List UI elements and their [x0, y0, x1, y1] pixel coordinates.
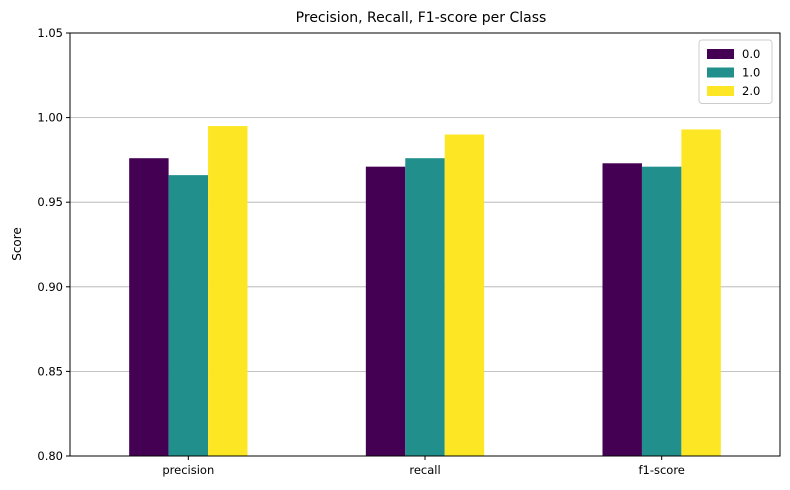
bar-precision-0.0: [129, 158, 169, 456]
x-tick-label: recall: [409, 463, 440, 477]
legend-label: 2.0: [742, 84, 760, 98]
x-axis-ticks: precision recall f1-score: [162, 456, 685, 477]
y-axis-label: Score: [10, 227, 24, 261]
bars: [129, 126, 721, 457]
bar-recall-0.0: [365, 166, 406, 456]
x-tick-label: f1-score: [638, 463, 684, 477]
legend-label: 0.0: [742, 47, 760, 61]
chart-title: Precision, Recall, F1-score per Class: [296, 10, 547, 26]
y-tick-label: 0.95: [37, 195, 63, 209]
y-axis-ticks: 0.80 0.85 0.90 0.95 1.00 1.05: [37, 26, 70, 463]
y-tick-label: 0.85: [37, 364, 63, 378]
bar-f1-score-0.0: [602, 163, 642, 456]
bar-precision-1.0: [168, 175, 209, 457]
legend-swatch: [707, 67, 734, 78]
legend-swatch: [707, 49, 734, 59]
y-tick-label: 0.90: [37, 280, 63, 294]
bar-recall-1.0: [405, 158, 445, 456]
y-tick-label: 0.80: [37, 449, 63, 463]
y-tick-label: 1.00: [37, 111, 63, 125]
legend: 0.0 1.0 2.0: [698, 39, 773, 104]
bar-precision-2.0: [208, 126, 248, 456]
bar-f1-score-1.0: [641, 166, 682, 456]
bar-recall-2.0: [444, 134, 485, 456]
legend-swatch: [707, 86, 734, 96]
x-tick-label: precision: [162, 463, 214, 477]
bar-f1-score-2.0: [681, 129, 721, 456]
legend-label: 1.0: [742, 66, 760, 80]
y-tick-label: 1.05: [37, 26, 63, 40]
